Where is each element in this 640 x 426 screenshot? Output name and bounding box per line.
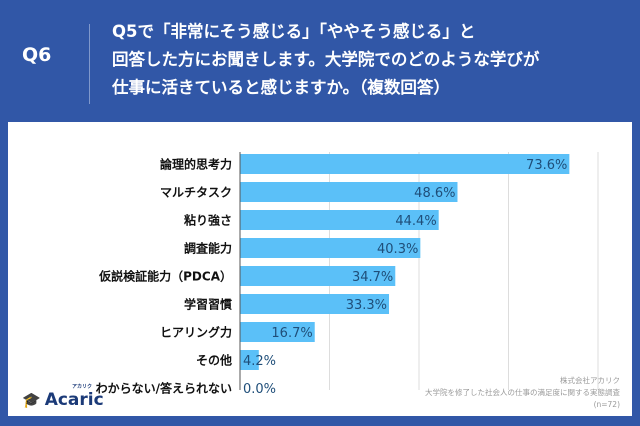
bar [240, 322, 315, 342]
title-line: 仕事に活きていると感じますか。（複数回答） [112, 78, 450, 97]
category-label: 粘り強さ [184, 213, 232, 228]
chart-panel: 論理的思考力 73.6% マルチタスク 48.6% 粘り強さ 44.4% 調査能力 40.3%… [8, 122, 632, 416]
sample-size: (n=72) [593, 400, 620, 409]
bar [240, 210, 439, 230]
category-label: 仮説検証能力（PDCA） [98, 269, 232, 284]
graduation-cap-icon: 🎓 [22, 391, 41, 409]
question-number: Q6 [22, 44, 52, 66]
acaric-logo: 🎓 Acaric アカリク [22, 384, 104, 410]
bar [240, 238, 421, 258]
bar [240, 294, 390, 314]
data-label: 16.7% [271, 326, 312, 341]
data-label: 48.6% [414, 186, 455, 201]
bar [240, 350, 259, 370]
category-label: 論理的思考力 [160, 157, 232, 172]
source-note: 株式会社アカリク 大学院を修了した社会人の仕事の満足度に関する実態調査 (n=7… [425, 375, 620, 411]
logo-kana: アカリク [72, 384, 93, 390]
category-label: 調査能力 [184, 241, 232, 256]
category-label: 学習習慣 [184, 297, 232, 312]
data-label: 0.0% [243, 382, 276, 397]
category-label: ヒアリング力 [160, 325, 232, 340]
company-name: 株式会社アカリク [560, 376, 620, 385]
data-label: 40.3% [377, 242, 418, 257]
logo-text: Acaric [44, 390, 104, 410]
category-label: マルチタスク [160, 186, 232, 200]
category-label: その他 [196, 353, 232, 368]
question-title: Q5で「非常にそう感じる」「ややそう感じる」と 回答した方にお聞きします。大学院… [112, 18, 632, 102]
bar [240, 266, 396, 286]
data-label: 73.6% [526, 158, 567, 173]
bar [240, 182, 458, 202]
title-line: 回答した方にお聞きします。大学院でのどのような学びが [112, 50, 540, 69]
bar-chart: 論理的思考力 73.6% マルチタスク 48.6% 粘り強さ 44.4% 調査能力 40.3%… [96, 152, 599, 397]
survey-name: 大学院を修了した社会人の仕事の満足度に関する実態調査 [425, 388, 620, 397]
data-label: 4.2% [243, 354, 276, 369]
data-label: 44.4% [395, 214, 436, 229]
title-line: Q5で「非常にそう感じる」「ややそう感じる」と [112, 22, 476, 41]
divider [89, 24, 90, 104]
category-label: わからない/答えられない [96, 381, 232, 396]
data-label: 34.7% [352, 270, 393, 285]
data-label: 33.3% [346, 298, 387, 313]
bar [240, 154, 570, 174]
